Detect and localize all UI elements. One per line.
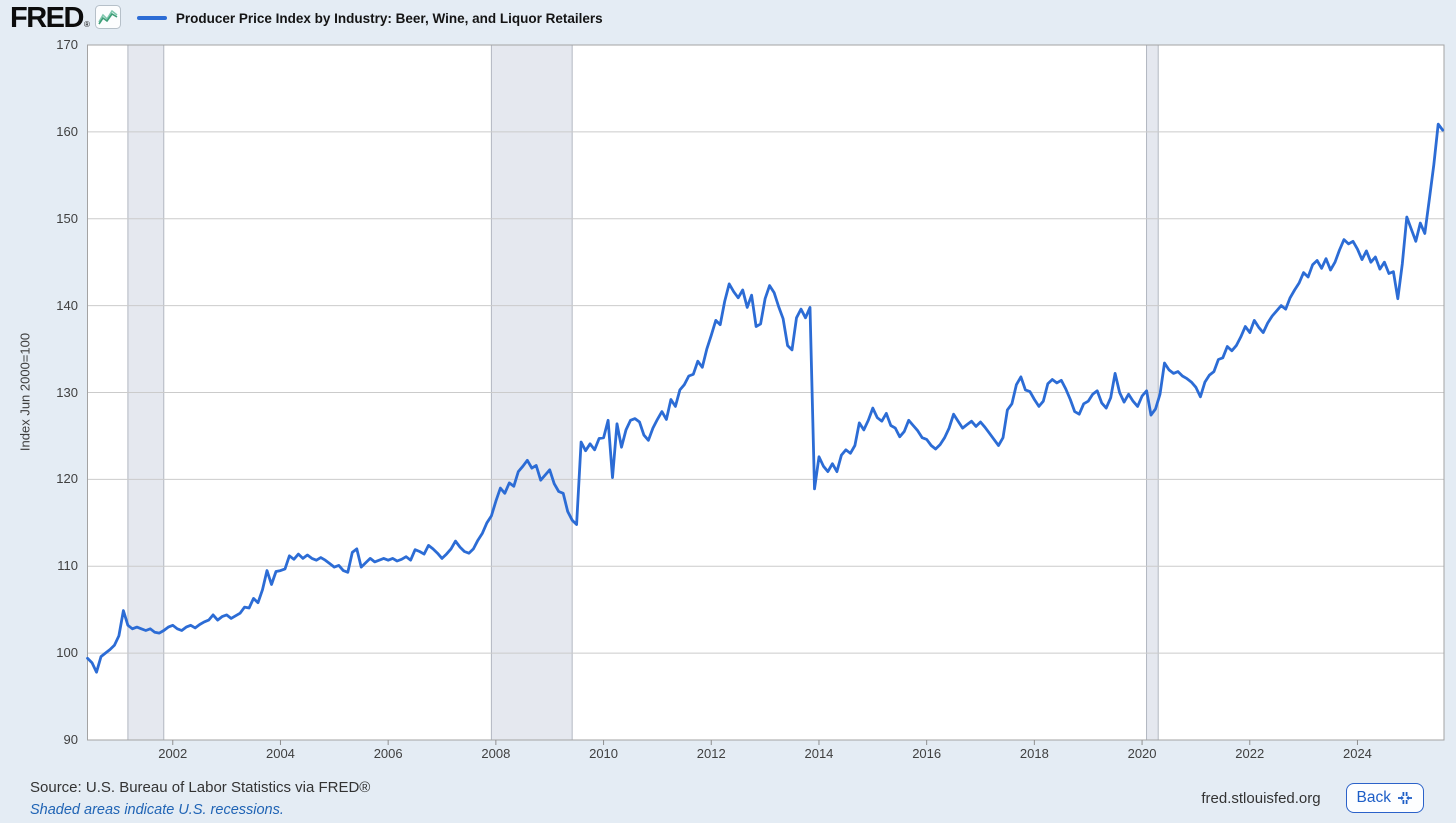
x-tick-label: 2020 <box>1127 746 1157 761</box>
x-tick-label: 2024 <box>1342 746 1372 761</box>
y-tick-label: 90 <box>63 732 78 747</box>
x-tick-label: 2010 <box>589 746 619 761</box>
x-tick-label: 2022 <box>1235 746 1265 761</box>
plot-border <box>87 44 1445 741</box>
recession-note: Shaded areas indicate U.S. recessions. <box>30 802 284 818</box>
series-title: Producer Price Index by Industry: Beer, … <box>175 10 603 26</box>
y-tick-label: 100 <box>56 645 78 661</box>
x-tick-label: 2004 <box>265 746 295 761</box>
y-tick-label: 160 <box>56 123 78 139</box>
legend-line-sample <box>136 16 167 20</box>
x-tick-label: 2002 <box>158 746 188 761</box>
y-tick-label: 150 <box>56 210 78 226</box>
collapse-arrows-icon <box>1397 790 1413 806</box>
back-button-label: Back <box>1356 789 1391 806</box>
x-tick-label: 2008 <box>481 746 511 761</box>
x-tick-label: 2014 <box>804 746 834 761</box>
y-tick-label: 110 <box>57 558 78 574</box>
x-tick-label: 2006 <box>373 746 403 761</box>
registered-mark: ® <box>83 20 90 29</box>
header: FRED ® Producer Price Index by Industry:… <box>10 0 603 36</box>
fred-chart-icon <box>94 4 121 34</box>
y-tick-label: 130 <box>56 384 78 400</box>
y-tick-label: 140 <box>56 297 78 313</box>
x-tick-label: 2016 <box>912 746 942 761</box>
back-button[interactable]: Back <box>1345 783 1424 813</box>
source-note: Source: U.S. Bureau of Labor Statistics … <box>30 779 371 796</box>
fred-url: fred.stlouisfed.org <box>1201 790 1321 807</box>
x-tick-label: 2018 <box>1019 746 1049 761</box>
y-tick-label: 120 <box>56 471 78 487</box>
fred-logo: FRED <box>10 2 84 34</box>
y-tick-label: 170 <box>56 37 78 52</box>
x-tick-label: 2012 <box>696 746 726 761</box>
data-line <box>86 122 1445 674</box>
